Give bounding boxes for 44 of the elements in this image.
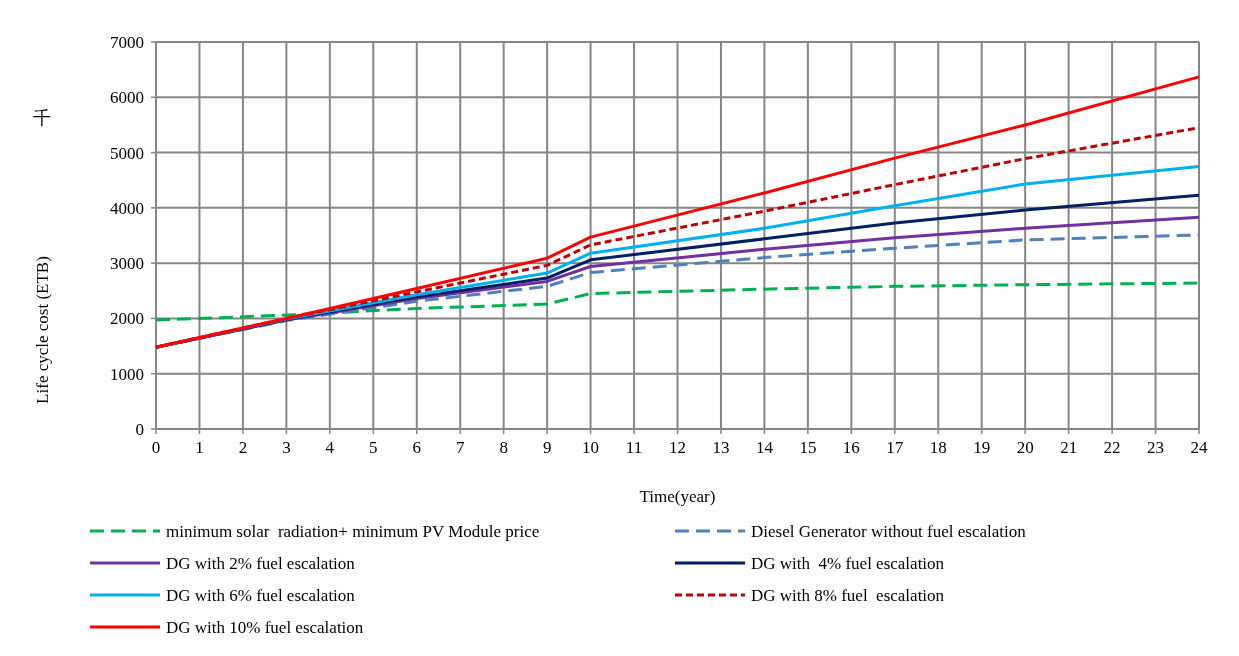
x-tick-label: 23: [1147, 438, 1165, 457]
x-tick-label: 2: [238, 438, 248, 457]
legend-label: DG with 10% fuel escalation: [166, 618, 364, 637]
y-tick-label: 6000: [110, 88, 144, 108]
text: 千: [33, 108, 51, 128]
legend-label: DG with 6% fuel escalation: [166, 586, 356, 605]
x-tick-label: 14: [755, 438, 774, 457]
x-tick-label: 24: [1190, 438, 1208, 457]
x-tick-label: 0: [151, 438, 161, 457]
x-tick-label: 10: [582, 438, 600, 457]
y-tick-label: 1000: [110, 364, 144, 384]
x-tick-label: 12: [669, 438, 686, 457]
y-axis-title: Life cycle cost (ETB): [33, 256, 52, 404]
y-tick-label: 2000: [110, 309, 144, 329]
legend-label: DG with 2% fuel escalation: [166, 554, 356, 573]
x-tick-label: 9: [542, 438, 552, 457]
y-tick-label: 0: [135, 420, 144, 439]
x-axis-title: Time(year): [639, 487, 716, 506]
x-tick-label: 17: [886, 438, 904, 457]
y-tick-label: 3000: [110, 254, 144, 274]
x-tick-label: 15: [799, 438, 817, 457]
x-tick-label: 13: [712, 438, 730, 457]
x-tick-label: 3: [282, 438, 291, 457]
x-tick-label: 16: [842, 438, 860, 457]
legend-label: minimum solar radiation+ minimum PV Module price: [166, 522, 540, 541]
x-tick-label: 20: [1016, 438, 1034, 457]
x-tick-label: 1: [195, 438, 204, 457]
x-tick-label: 7: [455, 438, 465, 457]
x-tick-label: 11: [625, 438, 643, 457]
y-tick-label: 7000: [110, 33, 144, 52]
legend-label: Diesel Generator without fuel escalation: [751, 522, 1027, 541]
legend-label: DG with 4% fuel escalation: [751, 554, 945, 573]
x-tick-label: 21: [1060, 438, 1078, 457]
x-tick-label: 8: [499, 438, 508, 457]
x-tick-label: 4: [325, 438, 335, 457]
x-tick-label: 5: [369, 438, 378, 457]
y-tick-label: 4000: [110, 198, 144, 218]
x-tick-label: 18: [929, 438, 947, 457]
legend-label: DG with 8% fuel escalation: [751, 586, 945, 605]
line-series: [154, 75, 1201, 349]
x-tick-label: 19: [973, 438, 991, 457]
y-tick-label: 5000: [110, 143, 144, 163]
x-tick-label: 6: [412, 438, 421, 457]
x-tick-label: 22: [1103, 438, 1121, 457]
